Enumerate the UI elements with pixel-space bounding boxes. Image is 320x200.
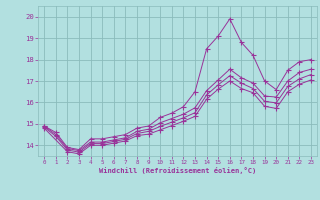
X-axis label: Windchill (Refroidissement éolien,°C): Windchill (Refroidissement éolien,°C) (99, 167, 256, 174)
